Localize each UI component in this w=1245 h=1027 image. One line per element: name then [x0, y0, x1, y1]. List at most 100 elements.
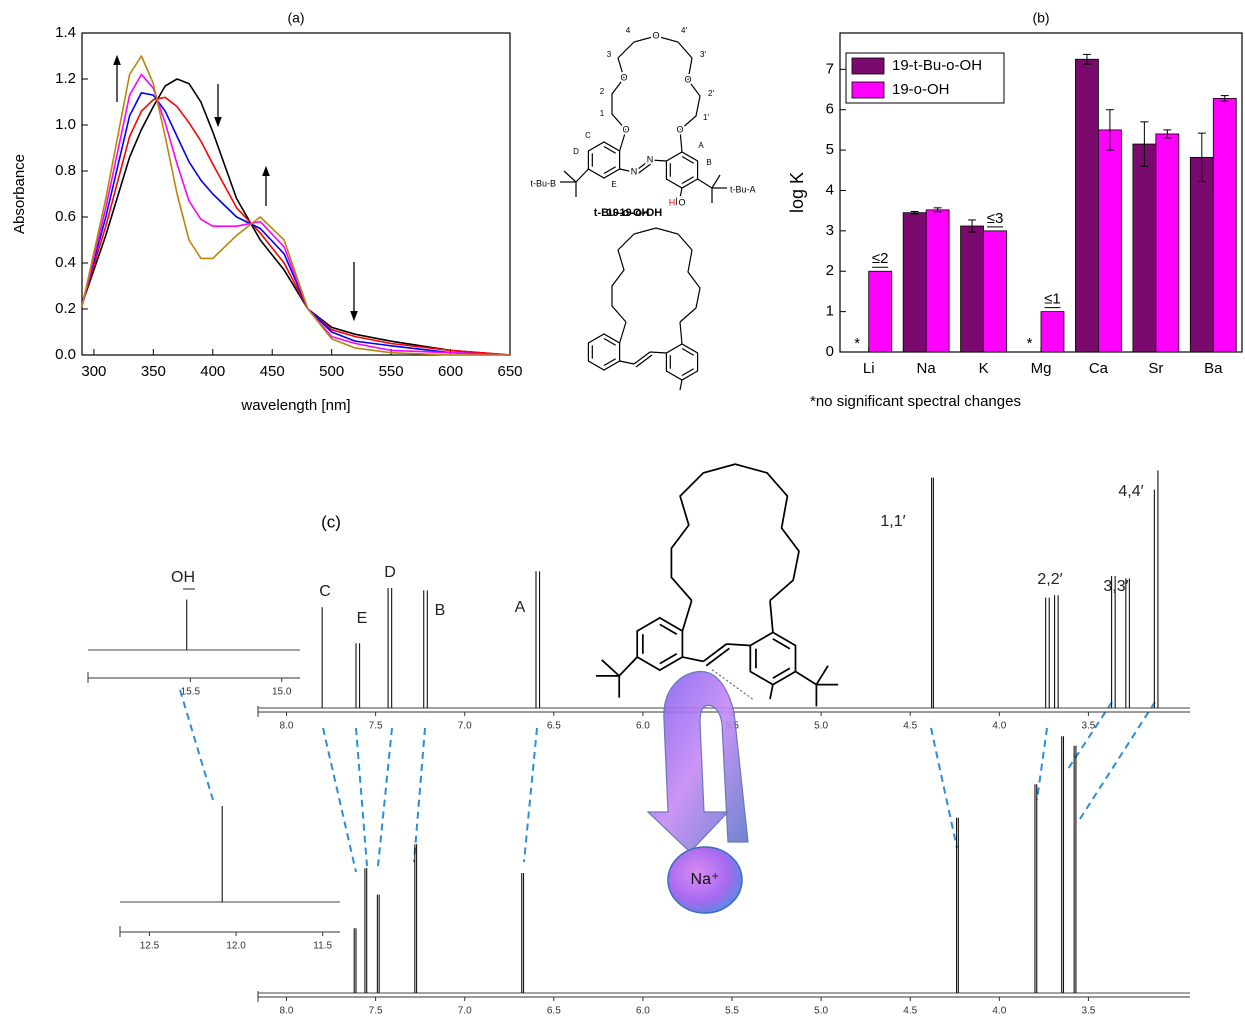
- bar: [1155, 133, 1180, 353]
- x-tick-label: 350: [141, 363, 166, 380]
- bar: [902, 212, 927, 353]
- x-tick-label: 650: [497, 363, 522, 380]
- peak-label: C: [319, 583, 331, 600]
- bar: [925, 209, 950, 353]
- bond: [726, 643, 751, 647]
- atom-label: H: [669, 197, 676, 207]
- x-tick-label: 550: [379, 363, 404, 380]
- sodium-ion: [667, 846, 743, 914]
- dashed-link: [322, 727, 357, 873]
- bond: [618, 656, 638, 677]
- benzene-ring: [749, 631, 797, 686]
- x-tick-label: 450: [260, 363, 285, 380]
- peak-label: E: [357, 610, 368, 627]
- atom-label: N: [646, 154, 654, 166]
- y-tick-label: 0.0: [55, 346, 76, 363]
- x-tick-label: 600: [438, 363, 463, 380]
- y-tick-label: 4: [826, 181, 834, 198]
- y-tick-label: 1.2: [55, 70, 76, 87]
- benzene-ring: [665, 151, 699, 189]
- bar: [1132, 143, 1157, 353]
- substituent-label: t-Bu-B: [530, 178, 556, 188]
- bond: [649, 351, 667, 354]
- atom-label: O: [622, 124, 631, 136]
- x-tick-label: 7.0: [458, 1006, 472, 1017]
- chart-title: (a): [287, 10, 304, 26]
- atom-label: HO: [670, 196, 687, 208]
- binding-arrow: [646, 671, 749, 853]
- y-tick-label: 1: [826, 303, 834, 320]
- x-tick-label: 15.0: [272, 687, 292, 698]
- error-bar: [910, 210, 919, 215]
- chart-title: (c): [321, 512, 341, 531]
- bond: [679, 187, 683, 199]
- atom-label: O: [620, 72, 629, 84]
- structure-name: 19-o-OH: [607, 207, 650, 219]
- bond: [635, 354, 653, 368]
- peak-label: 2,2′: [1037, 571, 1062, 588]
- y-tick-label: 0.6: [55, 208, 76, 225]
- chart-title: (b): [1032, 10, 1049, 26]
- dashed-link: [413, 727, 426, 863]
- bond: [563, 170, 577, 183]
- x-tick-label: 8.0: [280, 1006, 294, 1017]
- ring-position: D: [573, 147, 579, 156]
- x-tick-label: 15.5: [181, 687, 201, 698]
- atom-label: O: [652, 30, 659, 40]
- x-tick-label: 6.5: [547, 1006, 561, 1017]
- x-tick-label: 4.0: [992, 1006, 1006, 1017]
- x-tick-label: 6.0: [636, 1006, 650, 1017]
- y-tick-label: 1.0: [55, 116, 76, 133]
- bond: [705, 647, 730, 667]
- error-bar: [968, 219, 977, 233]
- ring-position: B: [706, 158, 711, 167]
- bond: [679, 321, 683, 345]
- spectrum-curve: [81, 92, 511, 356]
- x-tick-label: 400: [200, 363, 225, 380]
- bond: [681, 600, 693, 632]
- bar-annotation: ≤3: [987, 210, 1004, 227]
- bond: [659, 623, 678, 635]
- y-tick-label: 0.4: [55, 254, 76, 271]
- peak-label: D: [384, 564, 396, 581]
- carbon-number: 3: [607, 50, 612, 59]
- chemical-structure: [596, 463, 839, 707]
- bond: [679, 379, 683, 391]
- error-bar: [1105, 109, 1114, 151]
- carbon-number: 4: [626, 26, 631, 35]
- error-bar: [1197, 132, 1206, 183]
- atom-label: N: [630, 166, 638, 178]
- bond: [659, 653, 678, 665]
- error-bar: [1163, 129, 1172, 139]
- bond: [619, 321, 627, 344]
- x-tick-label: Ba: [1204, 360, 1223, 377]
- x-tick-label: 11.5: [313, 941, 332, 952]
- x-tick-label: Mg: [1031, 360, 1052, 377]
- carbon-number: 4′: [681, 26, 687, 35]
- atom-label: O: [652, 30, 661, 42]
- y-tick-label: 0.2: [55, 300, 76, 317]
- substituent-label: t-Bu-A: [730, 184, 756, 194]
- spectrum-curve: [81, 55, 510, 356]
- x-tick-label: 6.5: [547, 721, 561, 732]
- bond: [681, 155, 694, 164]
- bond: [795, 670, 817, 686]
- bond: [635, 162, 653, 176]
- bond: [682, 656, 704, 663]
- atom-label: N: [630, 166, 638, 178]
- atom-label: O: [622, 124, 631, 136]
- bond: [633, 159, 651, 173]
- bond: [603, 166, 616, 175]
- benzene-ring: [587, 333, 621, 371]
- y-tick-label: 0.8: [55, 162, 76, 179]
- structure-name: t-Bu-19-o-OH: [594, 207, 662, 219]
- atom-label: O: [620, 72, 627, 82]
- bond: [681, 176, 694, 185]
- x-tick-label: Na: [917, 360, 937, 377]
- dashed-link: [355, 727, 368, 867]
- bar: [1075, 58, 1099, 353]
- bond: [769, 600, 774, 633]
- bar: [983, 230, 1007, 353]
